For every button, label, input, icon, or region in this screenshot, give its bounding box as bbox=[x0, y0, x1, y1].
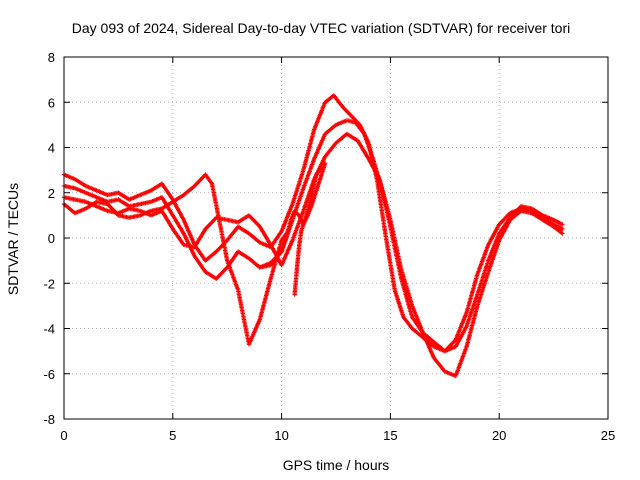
series-track-5 bbox=[257, 165, 323, 270]
y-tick-label: 4 bbox=[48, 141, 55, 156]
data-points bbox=[61, 118, 565, 354]
y-tick-label: -4 bbox=[43, 322, 55, 337]
y-tick-label: -6 bbox=[43, 367, 55, 382]
series-track-6 bbox=[292, 161, 328, 297]
series-track-2 bbox=[61, 118, 565, 354]
y-tick-label: 6 bbox=[48, 95, 55, 110]
x-axis-label: GPS time / hours bbox=[283, 457, 390, 473]
x-tick-label: 25 bbox=[601, 428, 615, 443]
series-track-1 bbox=[61, 93, 565, 354]
data-points bbox=[257, 165, 323, 270]
data-points bbox=[292, 161, 328, 297]
x-tick-label: 5 bbox=[169, 428, 176, 443]
x-tick-label: 20 bbox=[492, 428, 506, 443]
x-tick-label: 10 bbox=[274, 428, 288, 443]
y-axis-label: SDTVAR / TECUs bbox=[5, 183, 21, 295]
y-tick-label: 0 bbox=[48, 231, 55, 246]
x-tick-label: 15 bbox=[383, 428, 397, 443]
axis-ticks: 0 5 10 15 20 25 -8 -6 -4 -2 0 2 4 6 8 bbox=[43, 50, 615, 443]
chart-title: Day 093 of 2024, Sidereal Day-to-day VTE… bbox=[72, 20, 571, 36]
x-tick-label: 0 bbox=[60, 428, 67, 443]
data-series bbox=[61, 93, 565, 379]
y-tick-label: -8 bbox=[43, 412, 55, 427]
data-points bbox=[61, 93, 565, 354]
y-tick-label: -2 bbox=[43, 276, 55, 291]
grid-lines bbox=[64, 57, 608, 419]
y-tick-label: 2 bbox=[48, 186, 55, 201]
y-tick-label: 8 bbox=[48, 50, 55, 65]
